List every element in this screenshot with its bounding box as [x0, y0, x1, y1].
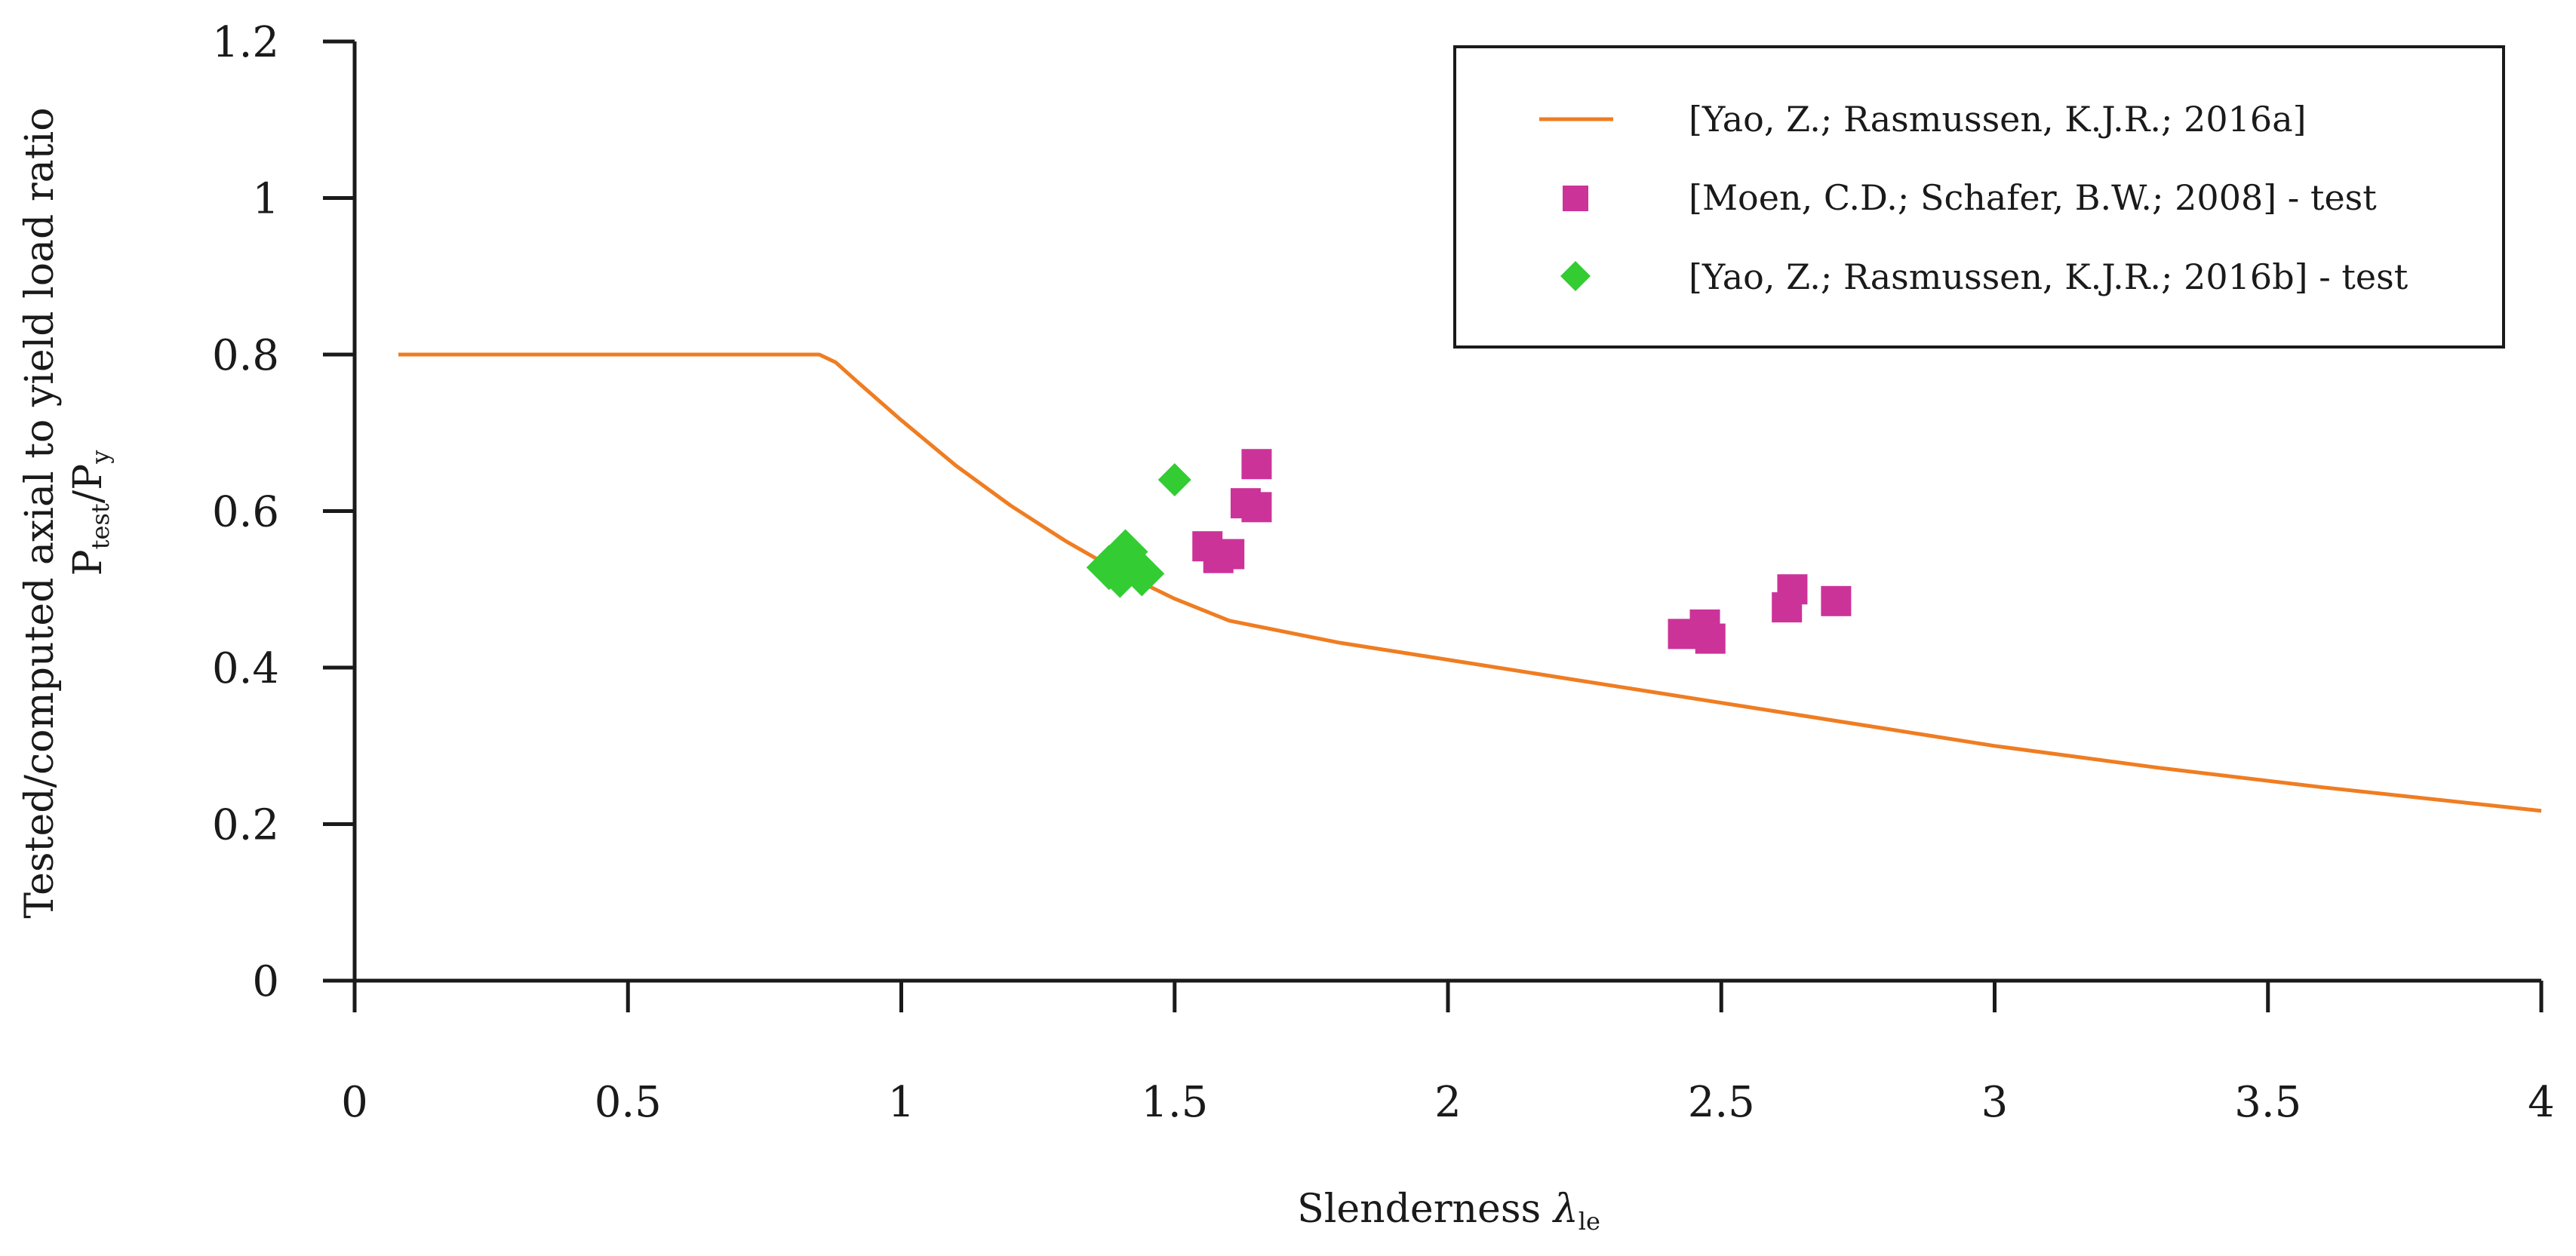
y-tick-label: 1.2	[212, 18, 279, 67]
x-tick-label: 4	[2528, 1078, 2555, 1127]
x-axis-title-symbol: λ	[1552, 1187, 1578, 1232]
data-point-moen-2008	[1241, 492, 1272, 523]
x-axis-title-subscript: le	[1578, 1207, 1600, 1236]
x-tick-label: 1.5	[1141, 1078, 1208, 1127]
x-tick-label: 3.5	[2234, 1078, 2301, 1127]
data-point-moen-2008	[1695, 623, 1726, 654]
x-tick-label: 0.5	[595, 1078, 662, 1127]
legend-square-sample	[1563, 186, 1588, 211]
y-tick-label: 0.8	[212, 331, 279, 380]
legend-label-yao-2016a: [Yao, Z.; Rasmussen, K.J.R.; 2016a]	[1689, 99, 2307, 140]
y-axis-title-line1: Tested/computed axial to yield load rati…	[17, 107, 63, 918]
data-point-moen-2008	[1214, 539, 1245, 570]
series-points-yao-2016b	[1086, 463, 1191, 598]
y-tick-label: 0	[252, 957, 279, 1006]
axes: 0 0.5 1 1.5 2 2.5 3 3.5 4 0 0.2 0.4 0.6 0.8 1 1.2	[212, 18, 2555, 1127]
data-point-moen-2008	[1241, 449, 1272, 480]
series-points-moen-2008	[1192, 449, 1852, 654]
x-tick-label: 3	[1981, 1078, 2009, 1127]
y-ticks: 0 0.2 0.4 0.6 0.8 1 1.2	[212, 18, 355, 1006]
x-axis-title: Slenderness λle	[1297, 1187, 1600, 1236]
y-axis-title-line2: Ptest/Py	[66, 450, 115, 576]
x-tick-label: 2.5	[1688, 1078, 1755, 1127]
y-axis-title-mid: /P	[66, 464, 111, 504]
legend-diamond-sample	[1560, 261, 1591, 291]
data-point-yao-2016b	[1119, 551, 1165, 597]
series-line-yao-2016a	[398, 352, 2542, 813]
legend-label-moen-2008: [Moen, C.D.; Schafer, B.W.; 2008] - test	[1689, 177, 2377, 218]
legend: [Yao, Z.; Rasmussen, K.J.R.; 2016a] [Moe…	[1453, 45, 2505, 349]
y-tick-label: 0.6	[212, 488, 279, 537]
legend-label-yao-2016b: [Yao, Z.; Rasmussen, K.J.R.; 2016b] - te…	[1689, 256, 2408, 297]
data-point-yao-2016b	[1157, 463, 1191, 496]
plot-area	[398, 352, 2542, 813]
legend-box	[1453, 45, 2505, 349]
x-tick-label: 1	[888, 1078, 915, 1127]
x-tick-label: 0	[341, 1078, 368, 1127]
y-tick-label: 0.2	[212, 801, 279, 850]
y-axis-title: Tested/computed axial to yield load rati…	[17, 107, 115, 918]
y-tick-label: 1	[252, 175, 279, 224]
x-ticks: 0 0.5 1 1.5 2 2.5 3 3.5 4	[341, 981, 2555, 1127]
y-tick-label: 0.4	[212, 644, 279, 693]
data-point-moen-2008	[1777, 574, 1808, 605]
y-axis-title-sub2: y	[86, 450, 115, 465]
y-axis-title-sub1: test	[86, 503, 115, 549]
data-point-moen-2008	[1821, 585, 1852, 616]
x-tick-label: 2	[1434, 1078, 1462, 1127]
